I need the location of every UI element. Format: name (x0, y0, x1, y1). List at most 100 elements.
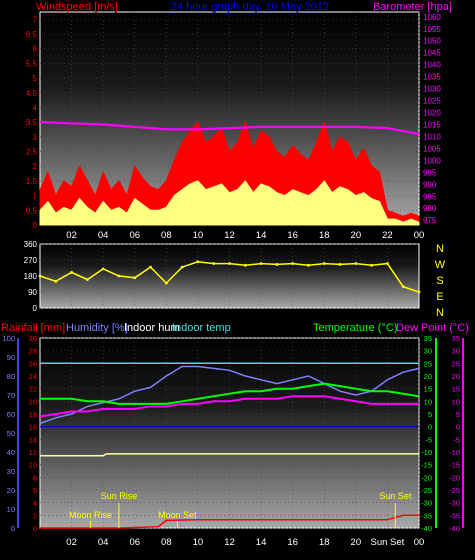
x-tick-label: 06 (129, 230, 140, 241)
dew-point-tick-label: -10 (449, 448, 460, 457)
indoor-humidity-series (40, 453, 419, 457)
dew-point-tick-label: 5 (456, 410, 460, 419)
wind-direction-point (259, 262, 263, 265)
panel3-annotations: Moon Rise Sun Rise Moon Set Sun Set (69, 491, 412, 528)
windspeed-tick-label: 3 (33, 133, 38, 142)
dew-point-tick-label: -20 (449, 473, 460, 482)
temperature-tick-label: -20 (421, 473, 432, 482)
windspeed-tick-label: 6.5 (26, 30, 38, 39)
dew-point-tick-label: -40 (449, 524, 460, 533)
dew-point-tick-label: -35 (449, 511, 460, 520)
x-tick-label: 12 (224, 537, 235, 548)
dew-point-axis-label: Dew Point (°C) (396, 322, 469, 334)
wind-direction-point (196, 260, 200, 264)
windspeed-tick-label: 5 (33, 74, 38, 83)
dew-point-tick-label: 25 (452, 359, 460, 368)
panel2-series (38, 260, 421, 294)
barometer-tick-label: 1030 (423, 85, 441, 94)
direction-tick-label: 90 (28, 288, 37, 297)
direction-tick-label: 180 (24, 272, 38, 281)
windspeed-tick-label: 4 (33, 103, 38, 112)
temperature-tick-label: 5 (428, 410, 432, 419)
annotation-label: Moon Rise (69, 510, 112, 520)
temperature-series (40, 382, 420, 405)
x-tick-label: 00 (414, 230, 425, 241)
barometer-tick-label: 995 (423, 168, 437, 177)
wind-direction-point (370, 263, 374, 267)
barometer-tick-label: 975 (423, 216, 437, 225)
humidity-tick-label: 50 (7, 429, 15, 438)
x-tick-label: 08 (161, 537, 172, 548)
humidity-axis-label: Humidity [%] (66, 322, 128, 334)
rainfall-tick-label: 18 (29, 410, 37, 419)
x-tick-label: 04 (98, 537, 109, 548)
x-tick-label: 16 (287, 537, 298, 548)
windspeed-tick-label: 4.5 (26, 89, 38, 98)
temperature-tick-label: 20 (424, 372, 432, 381)
wind-barometer-panel: 0 0.5 1 1.5 2 2.5 3 3.5 4 4.5 5 5.5 6 6.5 7 975 980 985 99… (26, 1, 452, 241)
windspeed-axis-label: Windspeed [m/s] (36, 1, 118, 13)
barometer-tick-label: 985 (423, 192, 437, 201)
windspeed-tick-label: 2 (33, 162, 38, 171)
wind-direction-point (133, 276, 137, 280)
panel1-series (39, 120, 420, 226)
direction-tick-label: 0 (33, 304, 38, 313)
temperature-tick-label: -10 (421, 448, 432, 457)
rainfall-tick-label: 16 (29, 423, 37, 432)
direction-tick-label: 270 (24, 256, 38, 265)
x-tick-label: 20 (351, 230, 362, 241)
barometer-tick-label: 1000 (423, 156, 441, 165)
rainfall-tick-label: 10 (29, 461, 37, 470)
wind-direction-point (180, 265, 184, 269)
compass-label: S (436, 275, 443, 287)
x-tick-label: 18 (319, 230, 330, 241)
x-tick-label: 14 (256, 230, 267, 241)
windspeed-tick-label: 0.5 (26, 206, 38, 215)
x-tick-label: 10 (193, 230, 204, 241)
temperature-tick-label: 0 (428, 423, 432, 432)
annotation-label: Sun Set (379, 491, 412, 501)
wind-direction-point (417, 290, 421, 294)
rainfall-tick-label: 20 (29, 397, 37, 406)
panel3-series (39, 362, 420, 529)
barometer-axis-label: Barometer [hpa] (373, 1, 452, 13)
rainfall-tick-label: 26 (29, 359, 37, 368)
panel1-tick-labels: 0 0.5 1 1.5 2 2.5 3 3.5 4 4.5 5 5.5 6 6.5 7 975 980 985 99… (26, 13, 441, 241)
wind-direction-point (228, 262, 231, 265)
x-tick-label: 14 (256, 537, 267, 548)
wind-direction-point (212, 262, 216, 265)
barometer-tick-label: 980 (423, 204, 437, 213)
x-tick-label: 20 (351, 537, 362, 548)
dew-point-tick-label: -25 (449, 486, 460, 495)
windspeed-tick-label: 3.5 (26, 118, 38, 127)
x-tick-label: 02 (66, 537, 77, 548)
wind-direction-point (70, 271, 73, 274)
wind-direction-point (322, 262, 326, 265)
x-tick-label: 18 (319, 537, 330, 548)
windspeed-tick-label: 1.5 (26, 177, 38, 186)
barometer-tick-label: 990 (423, 180, 437, 189)
rainfall-tick-label: 30 (29, 334, 37, 343)
wind-direction-point (307, 263, 310, 267)
temperature-tick-label: 25 (424, 359, 432, 368)
windspeed-tick-label: 1 (33, 192, 38, 201)
barometer-series (39, 121, 420, 136)
dew-point-tick-label: 0 (456, 423, 460, 432)
wind-direction-point (354, 262, 358, 265)
annotation-label: Sun Rise (101, 491, 138, 501)
wind-direction-point (117, 274, 121, 278)
dew-point-tick-label: 35 (452, 334, 460, 343)
barometer-tick-label: 1025 (423, 97, 441, 106)
temperature-humidity-panel: 0246810121416182022242628300102030405060… (1, 322, 469, 548)
x-tick-label: 10 (193, 537, 204, 548)
x-tick-label: 06 (129, 537, 140, 548)
wind-direction-point (275, 263, 279, 266)
temperature-tick-label: -30 (421, 499, 432, 508)
temperature-tick-label: 15 (424, 385, 432, 394)
rainfall-tick-label: 6 (33, 486, 37, 495)
temperature-tick-label: 35 (424, 334, 432, 343)
temperature-tick-label: -40 (421, 524, 432, 533)
rainfall-series (40, 514, 419, 529)
